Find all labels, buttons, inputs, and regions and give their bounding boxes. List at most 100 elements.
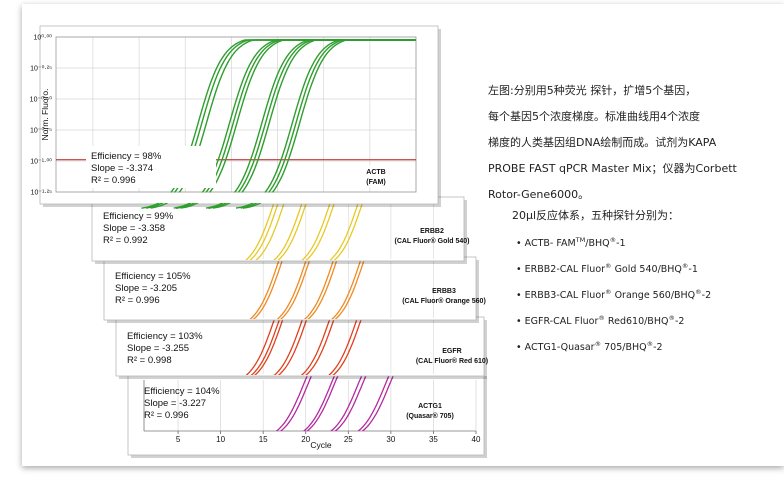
- amplification-curve: [332, 318, 363, 375]
- x-axis-label: Cycle: [310, 440, 332, 450]
- amplification-curve: [305, 198, 337, 260]
- r2-label: R² = 0.996: [91, 175, 136, 186]
- amplification-curve: [250, 318, 281, 375]
- efficiency-label: Efficiency = 103%: [127, 331, 203, 342]
- amplification-curve: [329, 374, 364, 431]
- amplification-curve: [255, 198, 287, 260]
- gene-label: ERBB3: [432, 288, 456, 295]
- amplification-curve: [305, 318, 336, 375]
- r2-label: R² = 0.992: [103, 235, 148, 246]
- amplification-curve: [306, 374, 340, 431]
- x-tick-label: 5: [176, 435, 181, 444]
- slope-label: Slope = -3.227: [144, 398, 206, 409]
- efficiency-label: Efficiency = 99%: [103, 211, 174, 222]
- efficiency-label: Efficiency = 105%: [115, 271, 191, 282]
- description-line: 左图:分别用5种荧光 探针，扩增5个基因，: [488, 84, 697, 97]
- amplification-curve: [273, 318, 304, 375]
- amplification-curve: [277, 198, 309, 260]
- description-line: 梯度的人类基因组DNA绘制而成。试剂为KAPA: [488, 136, 717, 149]
- efficiency-label: Efficiency = 104%: [144, 386, 220, 397]
- x-tick-label: 40: [472, 435, 481, 444]
- probe-item: • ERBB2-CAL Fluor® Gold 540/BHQ®-1: [516, 262, 698, 276]
- amplification-curve: [334, 258, 366, 319]
- amplification-curve: [329, 198, 361, 260]
- gene-label: EGFR: [442, 348, 461, 355]
- amplification-curve: [303, 258, 335, 319]
- probe-item: • ACTB- FAMTM/BHQ®-1: [516, 236, 626, 250]
- y-tick-label: 10⁻¹·⁰⁰: [30, 158, 52, 166]
- fluor-label: (CAL Fluor® Gold 540): [394, 237, 469, 245]
- panel-actg1: 5 10 15 20 25 30 35 40 Efficiency = 104%Slope = …: [127, 372, 487, 458]
- amplification-curve: [249, 198, 281, 260]
- x-tick-label: 15: [259, 435, 268, 444]
- panel-actb: 10⁰·⁰⁰ 10⁻⁰·²⁵ 10⁻⁰·⁵⁰ 10⁻⁰·⁷⁵ 10⁻¹·⁰⁰ 10⁻¹·²…: [30, 25, 441, 209]
- description-line: Rotor-Gene6000。: [488, 188, 590, 201]
- y-tick-label: 10⁻⁰·⁷⁵: [30, 127, 52, 135]
- amplification-curve: [276, 258, 308, 319]
- slope-label: Slope = -3.255: [127, 343, 189, 354]
- description-line: 每个基因5个浓度梯度。标准曲线用4个浓度: [488, 110, 700, 123]
- amplification-curve: [328, 318, 359, 375]
- amplification-curve: [252, 258, 284, 319]
- fluor-label: (CAL Fluor® Orange 560): [402, 297, 486, 305]
- y-axis-label: Norm. Fluoro.: [40, 89, 50, 141]
- probe-item: • ACTG1-Quasar® 705/BHQ®-2: [516, 340, 663, 354]
- fluor-label: (FAM): [366, 179, 385, 186]
- plot-mask: [56, 192, 416, 203]
- efficiency-label: Efficiency = 98%: [91, 151, 162, 162]
- amplification-curve: [249, 258, 281, 319]
- x-tick-label: 35: [429, 435, 438, 444]
- probe-item: • ERBB3-CAL Fluor® Orange 560/BHQ®-2: [516, 288, 712, 302]
- y-tick-label: 10⁻¹·²⁵: [31, 190, 52, 197]
- r2-label: R² = 0.996: [115, 295, 160, 306]
- plot-area: [249, 258, 434, 319]
- y-tick-label: 10⁰·⁰⁰: [33, 34, 52, 42]
- label-box: [348, 165, 404, 187]
- slope-label: Slope = -3.205: [115, 283, 177, 294]
- slope-label: Slope = -3.358: [103, 223, 165, 234]
- amplification-curve: [307, 258, 339, 319]
- reaction-system-text: 20μl反应体系，五种探针分别为：: [512, 209, 680, 222]
- plot-area: [245, 318, 434, 375]
- plot-area: [245, 198, 434, 260]
- r2-label: R² = 0.996: [144, 410, 189, 421]
- x-tick-label: 25: [344, 435, 353, 444]
- gene-label: ACTB: [366, 169, 385, 176]
- amplification-curve: [301, 198, 333, 260]
- x-tick-label: 20: [301, 435, 310, 444]
- plot-border: [55, 36, 417, 193]
- x-tick-label: 30: [386, 435, 395, 444]
- y-tick-label: 10⁻⁰·⁵⁰: [30, 96, 53, 104]
- amplification-curve: [277, 318, 308, 375]
- amplification-curve: [245, 198, 277, 260]
- probe-item: • EGFR-CAL Fluor® Red610/BHQ®-2: [516, 314, 685, 328]
- probe-list: • ACTB- FAMTM/BHQ®-1 • ERBB2-CAL Fluor® …: [516, 232, 711, 362]
- fluor-label: (Quasar® 705): [406, 412, 454, 420]
- amplification-curve: [275, 374, 309, 431]
- panel-background: [103, 256, 477, 321]
- y-tick-label: 10⁻⁰·²⁵: [30, 65, 52, 73]
- gene-label: ACTG1: [418, 403, 442, 410]
- stats-box: [86, 146, 216, 188]
- amplification-curve: [273, 198, 305, 260]
- amplification-curve: [279, 374, 313, 431]
- amplification-curve: [333, 198, 365, 260]
- fluor-label: (CAL Fluor® Red 610): [416, 357, 488, 365]
- gene-label: ERBB2: [420, 228, 444, 235]
- amplification-curve: [302, 374, 336, 431]
- figure-description: 左图:分别用5种荧光 探针，扩增5个基因， 每个基因5个浓度梯度。标准曲线用4个…: [488, 78, 778, 208]
- r2-label: R² = 0.998: [127, 355, 172, 366]
- amplification-curve: [331, 258, 363, 319]
- amplification-curve: [254, 318, 285, 375]
- amplification-curve: [300, 318, 331, 375]
- amplification-curve: [334, 374, 368, 431]
- description-line: PROBE FAST qPCR Master Mix；仪器为Corbett: [488, 162, 737, 175]
- x-tick-label: 10: [216, 435, 225, 444]
- slope-label: Slope = -3.374: [91, 163, 153, 174]
- amplification-curve: [280, 258, 312, 319]
- amplification-curve: [245, 318, 276, 375]
